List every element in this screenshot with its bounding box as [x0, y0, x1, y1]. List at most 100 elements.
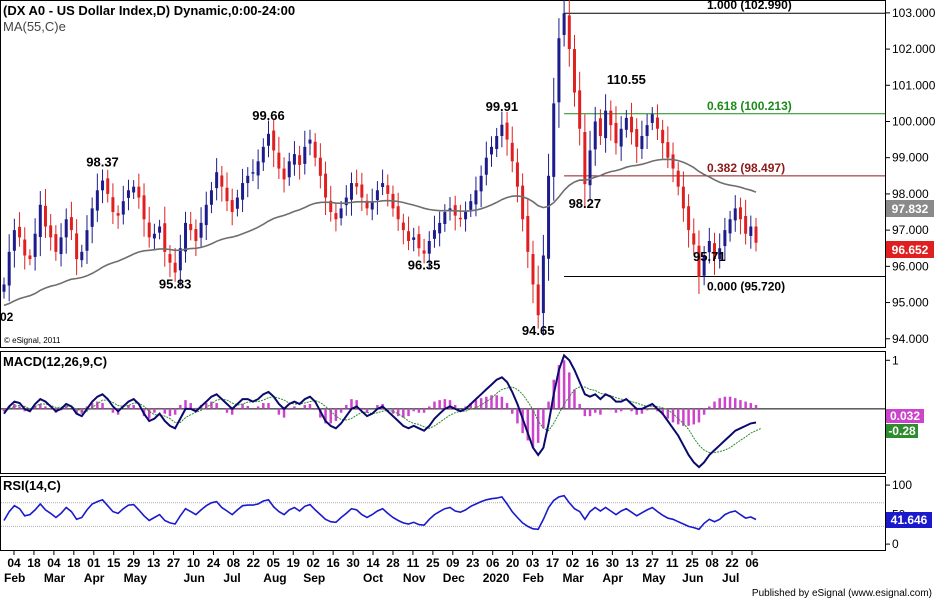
x-month-label: Jun [184, 571, 205, 585]
x-day-label: 09 [446, 556, 460, 570]
candle-body [443, 212, 447, 224]
candle-body [417, 234, 421, 249]
x-day-label: 29 [127, 556, 141, 570]
candle-body [12, 230, 16, 251]
rsi-value-badge-text: 41.646 [891, 513, 928, 527]
candle-body [251, 172, 255, 174]
candle-body [630, 116, 634, 133]
price-panel-frame [0, 0, 886, 348]
candle-body [738, 207, 742, 220]
candle-body [235, 197, 239, 209]
candle-body [381, 183, 385, 188]
price-annotation: 95.71 [693, 249, 726, 264]
macd-value-badge-text: -0.28 [888, 424, 916, 438]
price-annotation: 96.35 [408, 258, 441, 273]
candle-body [303, 146, 307, 164]
candle-body [349, 183, 353, 200]
x-day-label: 17 [546, 556, 560, 570]
candle-body [593, 121, 597, 150]
candle-body [43, 205, 47, 227]
candle-body [526, 216, 530, 252]
candle-body [28, 255, 32, 260]
x-day-label: 06 [486, 556, 500, 570]
candle-body [334, 213, 338, 220]
macd-hist-badge [886, 409, 924, 423]
candle-body [215, 172, 219, 189]
candle-body [515, 162, 519, 187]
x-day-label: 25 [685, 556, 699, 570]
fib-level-label: 1.000 (102.990) [707, 0, 792, 12]
candle-body [531, 254, 535, 285]
candle-body [266, 133, 270, 146]
candle-body [469, 201, 473, 210]
candle-body [318, 157, 322, 176]
x-month-label: Feb [4, 571, 25, 585]
candle-body [547, 175, 551, 259]
candle-body [147, 222, 151, 238]
candle-body [256, 161, 260, 176]
candle-body [365, 200, 369, 209]
moving-average-line [3, 158, 757, 307]
candle-body [132, 186, 136, 193]
candle-body [204, 204, 208, 226]
price-tick-label: 102.000 [892, 42, 936, 56]
x-day-label: 14 [366, 556, 380, 570]
x-month-label: Dec [443, 571, 465, 585]
candle-body [33, 233, 37, 257]
candle-body [194, 229, 198, 241]
candle-body [80, 251, 84, 261]
candle-body [728, 219, 732, 234]
candle-body [101, 180, 105, 191]
x-month-label: Jul [722, 571, 739, 585]
candle-body [173, 262, 177, 273]
candle-body [313, 141, 317, 158]
candle-body [163, 223, 167, 252]
candle-body [422, 250, 426, 254]
candle-body [375, 190, 379, 201]
candle-body [225, 187, 229, 202]
macd-axis-ticks: 1 [885, 353, 899, 367]
x-day-label: 02 [307, 556, 321, 570]
candle-body [510, 142, 514, 162]
candle-body [126, 190, 130, 198]
x-day-label: 30 [606, 556, 620, 570]
candle-body [370, 201, 374, 210]
candle-body [567, 15, 571, 50]
candle-body [355, 183, 359, 187]
candle-body [609, 110, 613, 126]
candle-body [7, 251, 11, 286]
x-day-label: 08 [227, 556, 241, 570]
candle-body [75, 233, 79, 260]
rsi-title: RSI(14,C) [3, 478, 61, 493]
x-day-label: 04 [47, 556, 61, 570]
candle-body [401, 222, 405, 231]
macd-hist-badge-text: 0.032 [890, 409, 920, 423]
price-tick-label: 97.000 [892, 223, 929, 237]
candle-body [427, 240, 431, 254]
macd-title: MACD(12,26,9,C) [3, 354, 107, 369]
candle-body [432, 230, 436, 239]
x-day-label: 04 [7, 556, 21, 570]
candle-body [676, 170, 680, 187]
candle-body [261, 146, 265, 163]
candle-body [324, 173, 328, 198]
candle-body [137, 186, 141, 198]
x-month-label: Feb [523, 571, 544, 585]
candle-body [54, 234, 58, 252]
candle-body [49, 225, 53, 238]
ma-value-badge [886, 200, 934, 217]
candle-body [298, 155, 302, 165]
x-day-label: 22 [247, 556, 261, 570]
candle-body [272, 130, 276, 151]
candle-body [490, 146, 494, 155]
price-title: (DX A0 - US Dollar Index,D) Dynamic,0:00… [3, 3, 295, 18]
candle-body [645, 125, 649, 136]
x-day-label: 16 [326, 556, 340, 570]
candle-body [541, 255, 545, 314]
price-annotation: 98.27 [569, 196, 602, 211]
x-day-label: 10 [187, 556, 201, 570]
x-month-label: Apr [84, 571, 105, 585]
candle-body [495, 135, 499, 150]
candle-body [718, 248, 722, 260]
